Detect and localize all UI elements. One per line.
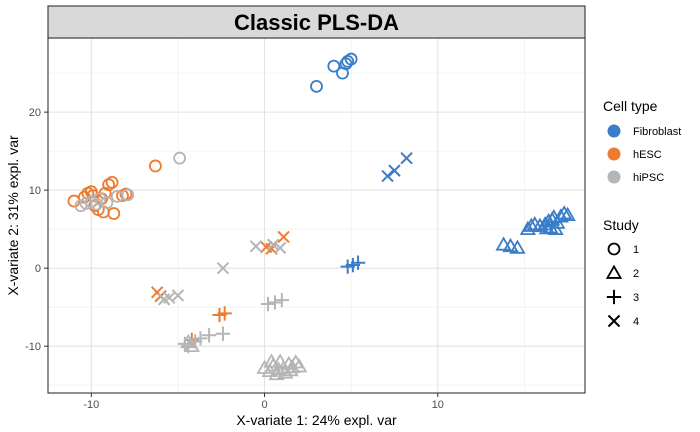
data-point-hesc-plus: [217, 306, 232, 321]
legend-label-hipsc: hiPSC: [633, 172, 664, 184]
data-point-fibroblast-circle: [327, 59, 341, 73]
data-point-hipsc-circle: [100, 196, 114, 210]
y-tick-label: -10: [25, 341, 41, 353]
data-point-fibroblast-plus: [350, 255, 366, 270]
legend-swatch-fibroblast: [607, 124, 621, 138]
data-point-hipsc-triangle: [282, 361, 299, 377]
data-point-fibroblast-circle: [344, 52, 358, 66]
title-strip: [47, 5, 586, 39]
data-point-hipsc-plus: [215, 326, 231, 341]
data-point-hipsc-circle: [173, 151, 187, 165]
y-tick-label: 10: [29, 185, 41, 197]
legend-shape-cross-icon: [607, 314, 621, 328]
data-point-fibroblast-triangle: [495, 236, 512, 251]
data-point-fibroblast-triangle: [559, 206, 576, 221]
data-point-hesc-cross: [277, 230, 290, 244]
legend-shape-circle-icon: [607, 242, 621, 256]
legend-swatch-hipsc: [607, 170, 621, 184]
data-point-fibroblast-triangle: [556, 205, 573, 220]
x-axis-title: X-variate 1: 24% expl. var: [236, 412, 397, 428]
data-point-hipsc-cross: [163, 291, 176, 305]
data-point-hipsc-triangle: [263, 353, 280, 368]
data-point-hipsc-triangle: [291, 358, 308, 373]
data-point-fibroblast-triangle: [545, 209, 562, 224]
data-point-fibroblast-circle: [310, 79, 323, 93]
x-tick-label: 0: [261, 399, 267, 411]
y-axis-title: X-variate 2: 31% expl. var: [5, 135, 21, 296]
data-point-hipsc-plus: [201, 328, 217, 343]
legend-shape-plus-icon: [606, 289, 622, 305]
data-point-hipsc-circle: [93, 192, 107, 206]
chart-title: Classic PLS-DA: [234, 10, 399, 35]
data-point-hesc-circle: [148, 159, 162, 173]
legend-label-study-3: 3: [633, 292, 639, 304]
data-point-fibroblast-triangle: [523, 217, 540, 232]
data-point-hipsc-triangle: [270, 361, 287, 376]
plot-panel: [48, 38, 585, 393]
data-point-fibroblast-cross: [388, 164, 401, 177]
legend-title-study: Study: [603, 217, 639, 233]
data-point-fibroblast-triangle: [509, 239, 526, 254]
legend-title-cell-type: Cell type: [603, 98, 658, 114]
data-point-fibroblast-triangle: [502, 237, 519, 253]
legend-label-study-2: 2: [633, 268, 639, 280]
data-point-hipsc-circle: [121, 188, 135, 202]
legend-swatch-hesc: [607, 147, 621, 161]
legend-label-hesc: hESC: [633, 149, 662, 161]
data-point-hipsc-triangle: [183, 337, 200, 353]
data-point-hesc-circle: [105, 175, 119, 189]
data-point-hipsc-cross: [171, 289, 185, 302]
legend-label-study-4: 4: [633, 316, 639, 328]
x-tick-label: 10: [432, 399, 444, 411]
data-point-hipsc-plus: [274, 293, 290, 308]
data-point-hipsc-cross: [249, 240, 263, 253]
data-point-hipsc-plus: [193, 331, 208, 346]
data-point-fibroblast-triangle: [538, 219, 556, 235]
data-point-hipsc-cross: [266, 238, 280, 251]
x-tick-label: -10: [83, 399, 99, 411]
legend-label-study-1: 1: [633, 244, 639, 256]
data-point-hipsc-cross: [273, 241, 287, 255]
data-point-fibroblast-triangle: [519, 220, 536, 236]
data-point-hipsc-cross: [216, 261, 230, 275]
y-tick-label: 20: [29, 107, 41, 119]
y-tick-label: 0: [35, 263, 41, 275]
legend-label-fibroblast: Fibroblast: [633, 126, 681, 138]
legend-shape-triangle-icon: [605, 264, 623, 279]
data-point-fibroblast-cross: [400, 151, 413, 165]
data-point-hipsc-plus: [260, 296, 276, 312]
data-point-fibroblast-cross: [381, 169, 394, 183]
data-point-hipsc-plus: [267, 295, 283, 310]
